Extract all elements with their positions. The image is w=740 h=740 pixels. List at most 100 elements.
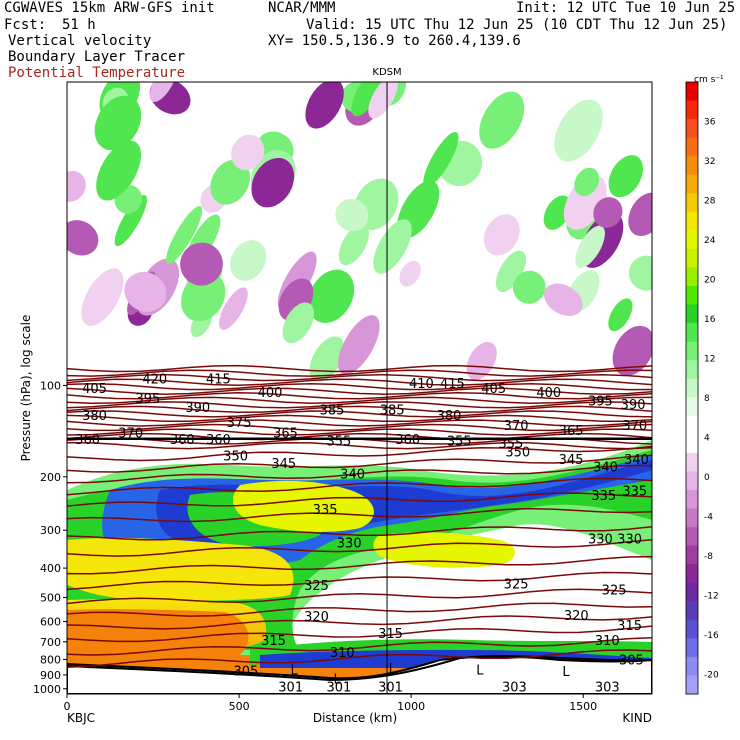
- velocity-cell: [496, 250, 526, 292]
- theta-label: 370: [118, 427, 143, 442]
- cross-section-endpoints: XY= 150.5,136.9 to 260.4,139.6: [268, 33, 521, 49]
- velocity-cell: [628, 255, 652, 291]
- velocity-cell: [94, 95, 142, 151]
- theta-label: 325: [602, 583, 627, 598]
- theta-contour: [67, 364, 652, 373]
- colorbar-swatch: [686, 601, 698, 621]
- tracer-marker: 301: [326, 681, 351, 696]
- theta-label: 395: [135, 392, 160, 407]
- velocity-cell: [608, 155, 644, 198]
- velocity-cell: [166, 205, 203, 265]
- theta-contour: [67, 396, 652, 405]
- theta-label: 315: [617, 619, 642, 634]
- theta-label: 375: [227, 416, 252, 431]
- theta-label: 415: [206, 373, 231, 388]
- colorbar-frame: [685, 81, 699, 695]
- theta-label: 330: [617, 533, 642, 548]
- y-tick-label: 400: [40, 562, 61, 575]
- theta-label: 355: [498, 437, 523, 452]
- y-tick-label: 200: [40, 471, 61, 484]
- colorbar: 36 32 28 24 20 16 12 8 4 0 -4 -8 -12 -16 -20: [685, 81, 719, 695]
- theta-label: 385: [380, 403, 405, 418]
- velocity-cell: [114, 195, 147, 247]
- tracer-marker: 303: [595, 681, 620, 696]
- theta-label: 360: [75, 433, 100, 448]
- colorbar-swatch: [686, 619, 698, 639]
- colorbar-label: 16: [704, 315, 716, 325]
- tracer-marker: 301: [278, 681, 303, 696]
- colorbar-label: 4: [704, 433, 710, 443]
- theta-contour: [67, 464, 652, 484]
- tracer-marker: L: [562, 665, 570, 680]
- velocity-cell: [351, 82, 385, 117]
- colorbar-swatch: [686, 582, 698, 602]
- theta-label: 345: [559, 453, 584, 468]
- theta-label: 380: [437, 409, 462, 424]
- colorbar-label: -8: [704, 552, 713, 562]
- theta-contour: [67, 401, 652, 409]
- theta-label: 335: [591, 489, 616, 504]
- theta-label: 310: [330, 646, 355, 661]
- theta-label: 335: [313, 503, 338, 518]
- theta-contour: [67, 392, 652, 400]
- theta-contour: [67, 555, 652, 575]
- y-tick-label: 700: [40, 636, 61, 649]
- theta-contour: [67, 410, 652, 418]
- colorbar-swatch: [686, 397, 698, 417]
- colorbar-swatch: [686, 230, 698, 250]
- colorbar-label: 0: [704, 473, 710, 483]
- velocity-cell: [423, 131, 459, 188]
- tracer-marker: L: [476, 664, 484, 679]
- velocity-cell: [67, 170, 86, 202]
- theta-label: 420: [142, 373, 167, 388]
- tracer-marker: L: [290, 664, 298, 679]
- theta-label: 410: [409, 377, 434, 392]
- theta-contour: [67, 369, 652, 377]
- colorbar-swatch: [686, 434, 698, 454]
- colorbar-swatch: [686, 137, 698, 157]
- theta-label: 360: [206, 433, 231, 448]
- theta-contour: [67, 405, 652, 414]
- theta-label: 335: [622, 485, 647, 500]
- colorbar-unit: cm s⁻¹: [694, 75, 724, 85]
- x-endpoint-end: KIND: [622, 711, 652, 725]
- colorbar-swatch: [686, 527, 698, 547]
- theta-label: 330: [588, 533, 613, 548]
- theta-contour: [67, 649, 652, 669]
- theta-label: 395: [588, 394, 613, 409]
- theta-contour: [67, 419, 652, 427]
- y-tick-label: 500: [40, 592, 61, 605]
- theta-label: 325: [504, 578, 529, 593]
- theta-label: 330: [337, 537, 362, 552]
- velocity-cell: [554, 99, 603, 162]
- velocity-cell: [124, 271, 167, 312]
- velocity-cell: [373, 219, 412, 274]
- field-name-tracer: Boundary Layer Tracer: [8, 49, 186, 65]
- velocity-cell: [399, 260, 421, 287]
- theta-label: 355: [447, 435, 472, 450]
- colorbar-swatch: [686, 675, 698, 695]
- velocity-cell: [593, 197, 623, 228]
- colorbar-swatch: [686, 211, 698, 231]
- velocity-cell: [180, 242, 223, 286]
- theta-contour: [67, 414, 652, 423]
- theta-label: 385: [320, 403, 345, 418]
- colorbar-label: 8: [704, 394, 710, 404]
- init-label: Init: 12 UTC Tue 10 Jun 25: [516, 0, 736, 16]
- theta-contour: [67, 432, 652, 441]
- colorbar-label: 20: [704, 275, 716, 285]
- theta-contour: [67, 636, 652, 656]
- theta-label: 305: [619, 653, 644, 668]
- tracer-marker: L: [333, 672, 341, 687]
- field-name-vertical-velocity: Vertical velocity: [8, 33, 152, 49]
- colorbar-swatch: [686, 267, 698, 287]
- velocity-cell: [230, 240, 267, 281]
- model-title: CGWAVES 15km ARW-GFS init: [4, 0, 215, 16]
- colorbar-label: 28: [704, 197, 716, 207]
- velocity-cell: [543, 195, 572, 230]
- velocity-cell: [575, 225, 605, 268]
- theta-contour: [67, 526, 652, 541]
- theta-contour: [67, 454, 652, 473]
